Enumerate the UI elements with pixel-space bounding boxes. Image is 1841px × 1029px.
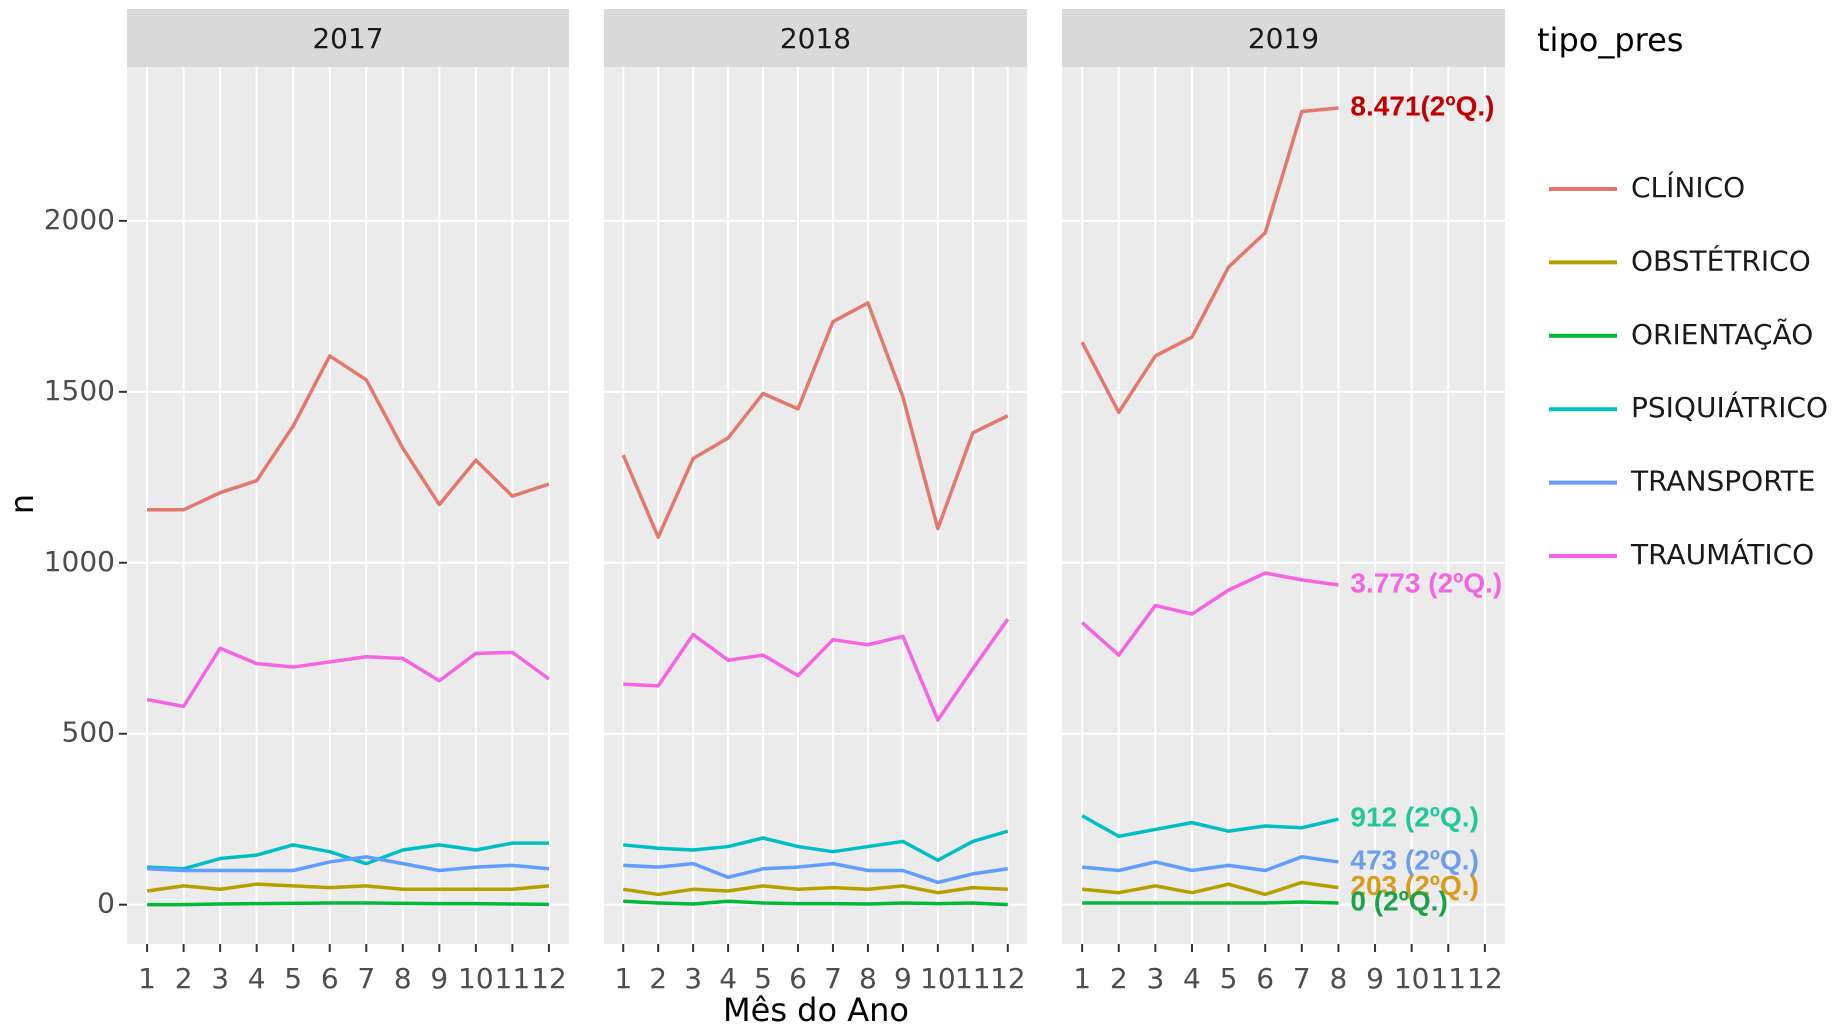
x-tick-label: 1 (138, 962, 156, 995)
x-tick-label: 7 (824, 962, 842, 995)
series-line (623, 861, 1009, 885)
x-tick-label: 11 (955, 962, 991, 995)
x-tick-label: 9 (1366, 962, 1384, 995)
x-tick-label: 11 (1430, 962, 1466, 995)
x-tick-label: 6 (321, 962, 339, 995)
annotation: 203 (2ºQ.) (1350, 870, 1479, 901)
series-line (621, 301, 1009, 539)
legend-label: PSIQUIÁTRICO (1631, 390, 1828, 424)
strip (127, 9, 569, 67)
panel (604, 67, 1027, 944)
series-line (147, 901, 549, 907)
annotation: 3.773 (2ºQ.) (1350, 567, 1502, 598)
x-tick-label: 2 (1110, 962, 1128, 995)
x-tick-label: 4 (719, 962, 737, 995)
series-line (1080, 106, 1339, 415)
x-tick-label: 5 (284, 962, 302, 995)
series-line (146, 646, 550, 709)
x-tick-label: 2 (175, 962, 193, 995)
series-line (1081, 855, 1339, 873)
annotation: 8.471(2ºQ.) (1350, 90, 1494, 121)
x-axis-label: Mês do Ano (723, 991, 909, 1029)
x-tick-label: 5 (754, 962, 772, 995)
x-tick-label: 4 (248, 962, 266, 995)
annotation: 912 (2ºQ.) (1350, 802, 1479, 833)
series-line (623, 899, 1008, 907)
y-axis-label: n (3, 494, 41, 514)
x-tick-label: 8 (859, 962, 877, 995)
x-tick-label: 8 (1330, 962, 1348, 995)
x-tick-label: 11 (495, 962, 531, 995)
series-line (1081, 880, 1339, 897)
legend-label: TRANSPORTE (1630, 465, 1815, 498)
legend-label: CLÍNICO (1631, 170, 1745, 204)
x-tick-label: 9 (430, 962, 448, 995)
legend-label: ORIENTAÇÃO (1631, 318, 1813, 351)
series-line (146, 882, 550, 893)
series-line (623, 618, 1010, 722)
panel (127, 67, 569, 944)
series-line (147, 855, 550, 873)
y-tick-label: 2000 (44, 203, 115, 236)
series-line (623, 829, 1009, 862)
x-tick-label: 5 (1220, 962, 1238, 995)
x-tick-label: 7 (1293, 962, 1311, 995)
x-tick-label: 10 (920, 962, 956, 995)
y-tick-label: 1000 (44, 545, 115, 578)
legend-label: TRAUMÁTICO (1630, 537, 1814, 571)
y-tick-label: 1500 (44, 374, 115, 407)
x-tick-label: 6 (789, 962, 807, 995)
x-tick-label: 3 (1146, 962, 1164, 995)
y-tick-label: 500 (62, 716, 115, 749)
x-tick-label: 2 (649, 962, 667, 995)
x-tick-label: 10 (458, 962, 494, 995)
x-tick-label: 12 (990, 962, 1026, 995)
series-line (622, 884, 1008, 897)
x-tick-label: 8 (394, 962, 412, 995)
annotation: 0 (2ºQ.) (1350, 885, 1447, 916)
x-tick-label: 12 (1467, 962, 1503, 995)
series-line (1082, 900, 1339, 905)
x-tick-label: 10 (1394, 962, 1430, 995)
panel (1062, 67, 1505, 944)
x-tick-label: 1 (1073, 962, 1091, 995)
series-line (1081, 814, 1339, 839)
x-tick-label: 3 (211, 962, 229, 995)
facet-title: 2019 (1248, 22, 1319, 55)
series-line (147, 354, 550, 512)
x-tick-label: 7 (357, 962, 375, 995)
x-tick-label: 12 (531, 962, 567, 995)
x-tick-label: 4 (1183, 962, 1201, 995)
x-tick-label: 3 (684, 962, 702, 995)
facet-title: 2017 (312, 22, 383, 55)
x-tick-label: 6 (1256, 962, 1274, 995)
facet-title: 2018 (780, 22, 851, 55)
x-tick-label: 9 (894, 962, 912, 995)
legend-label: OBSTÉTRICO (1631, 243, 1811, 277)
legend-title: tipo_pres (1537, 21, 1683, 59)
y-tick-label: 0 (97, 887, 115, 920)
series-line (1080, 571, 1339, 657)
annotation: 473 (2ºQ.) (1350, 844, 1479, 875)
x-tick-label: 1 (614, 962, 632, 995)
strip (604, 9, 1027, 67)
strip (1062, 9, 1505, 67)
